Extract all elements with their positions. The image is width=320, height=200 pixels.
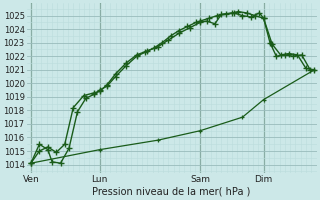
X-axis label: Pression niveau de la mer( hPa ): Pression niveau de la mer( hPa ) bbox=[92, 187, 251, 197]
